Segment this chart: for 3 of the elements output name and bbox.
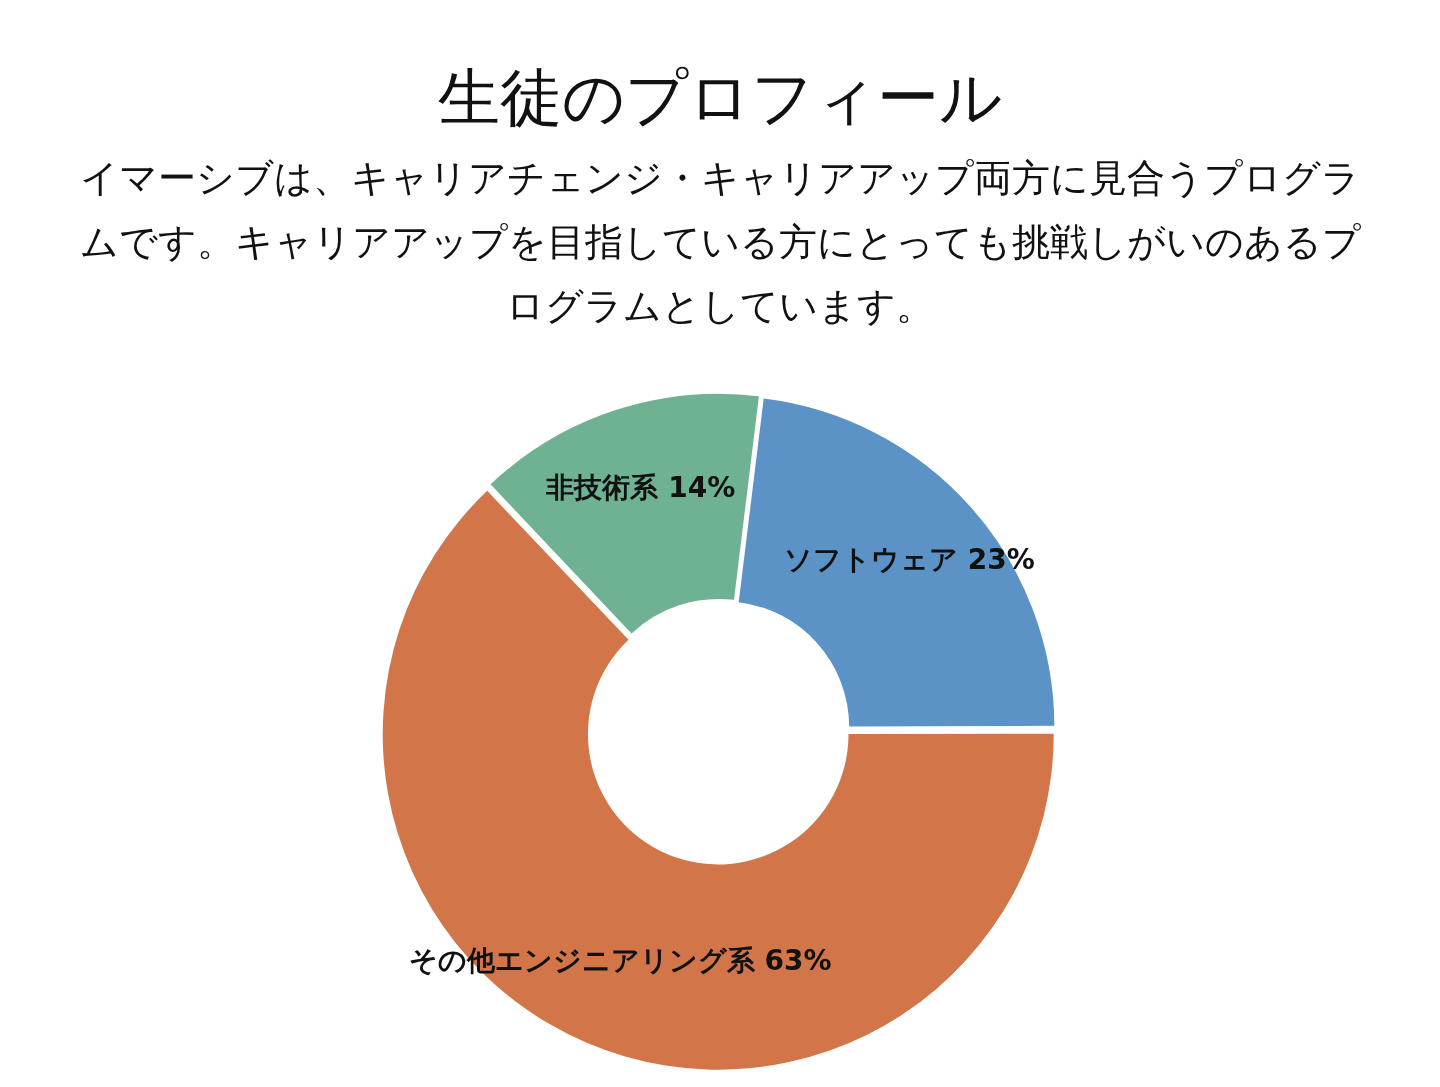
slice-label: 非技術系 14% <box>545 470 736 504</box>
chart-title: 生徒のプロフィール <box>437 60 1003 136</box>
chart-subtitle: イマーシブは、キャリアチェンジ・キャリアアップ両方に見合うプログラムです。キャリアアップを目指している方にとっても挑戦しがいのあるプログラムとしています。 <box>78 155 1362 330</box>
